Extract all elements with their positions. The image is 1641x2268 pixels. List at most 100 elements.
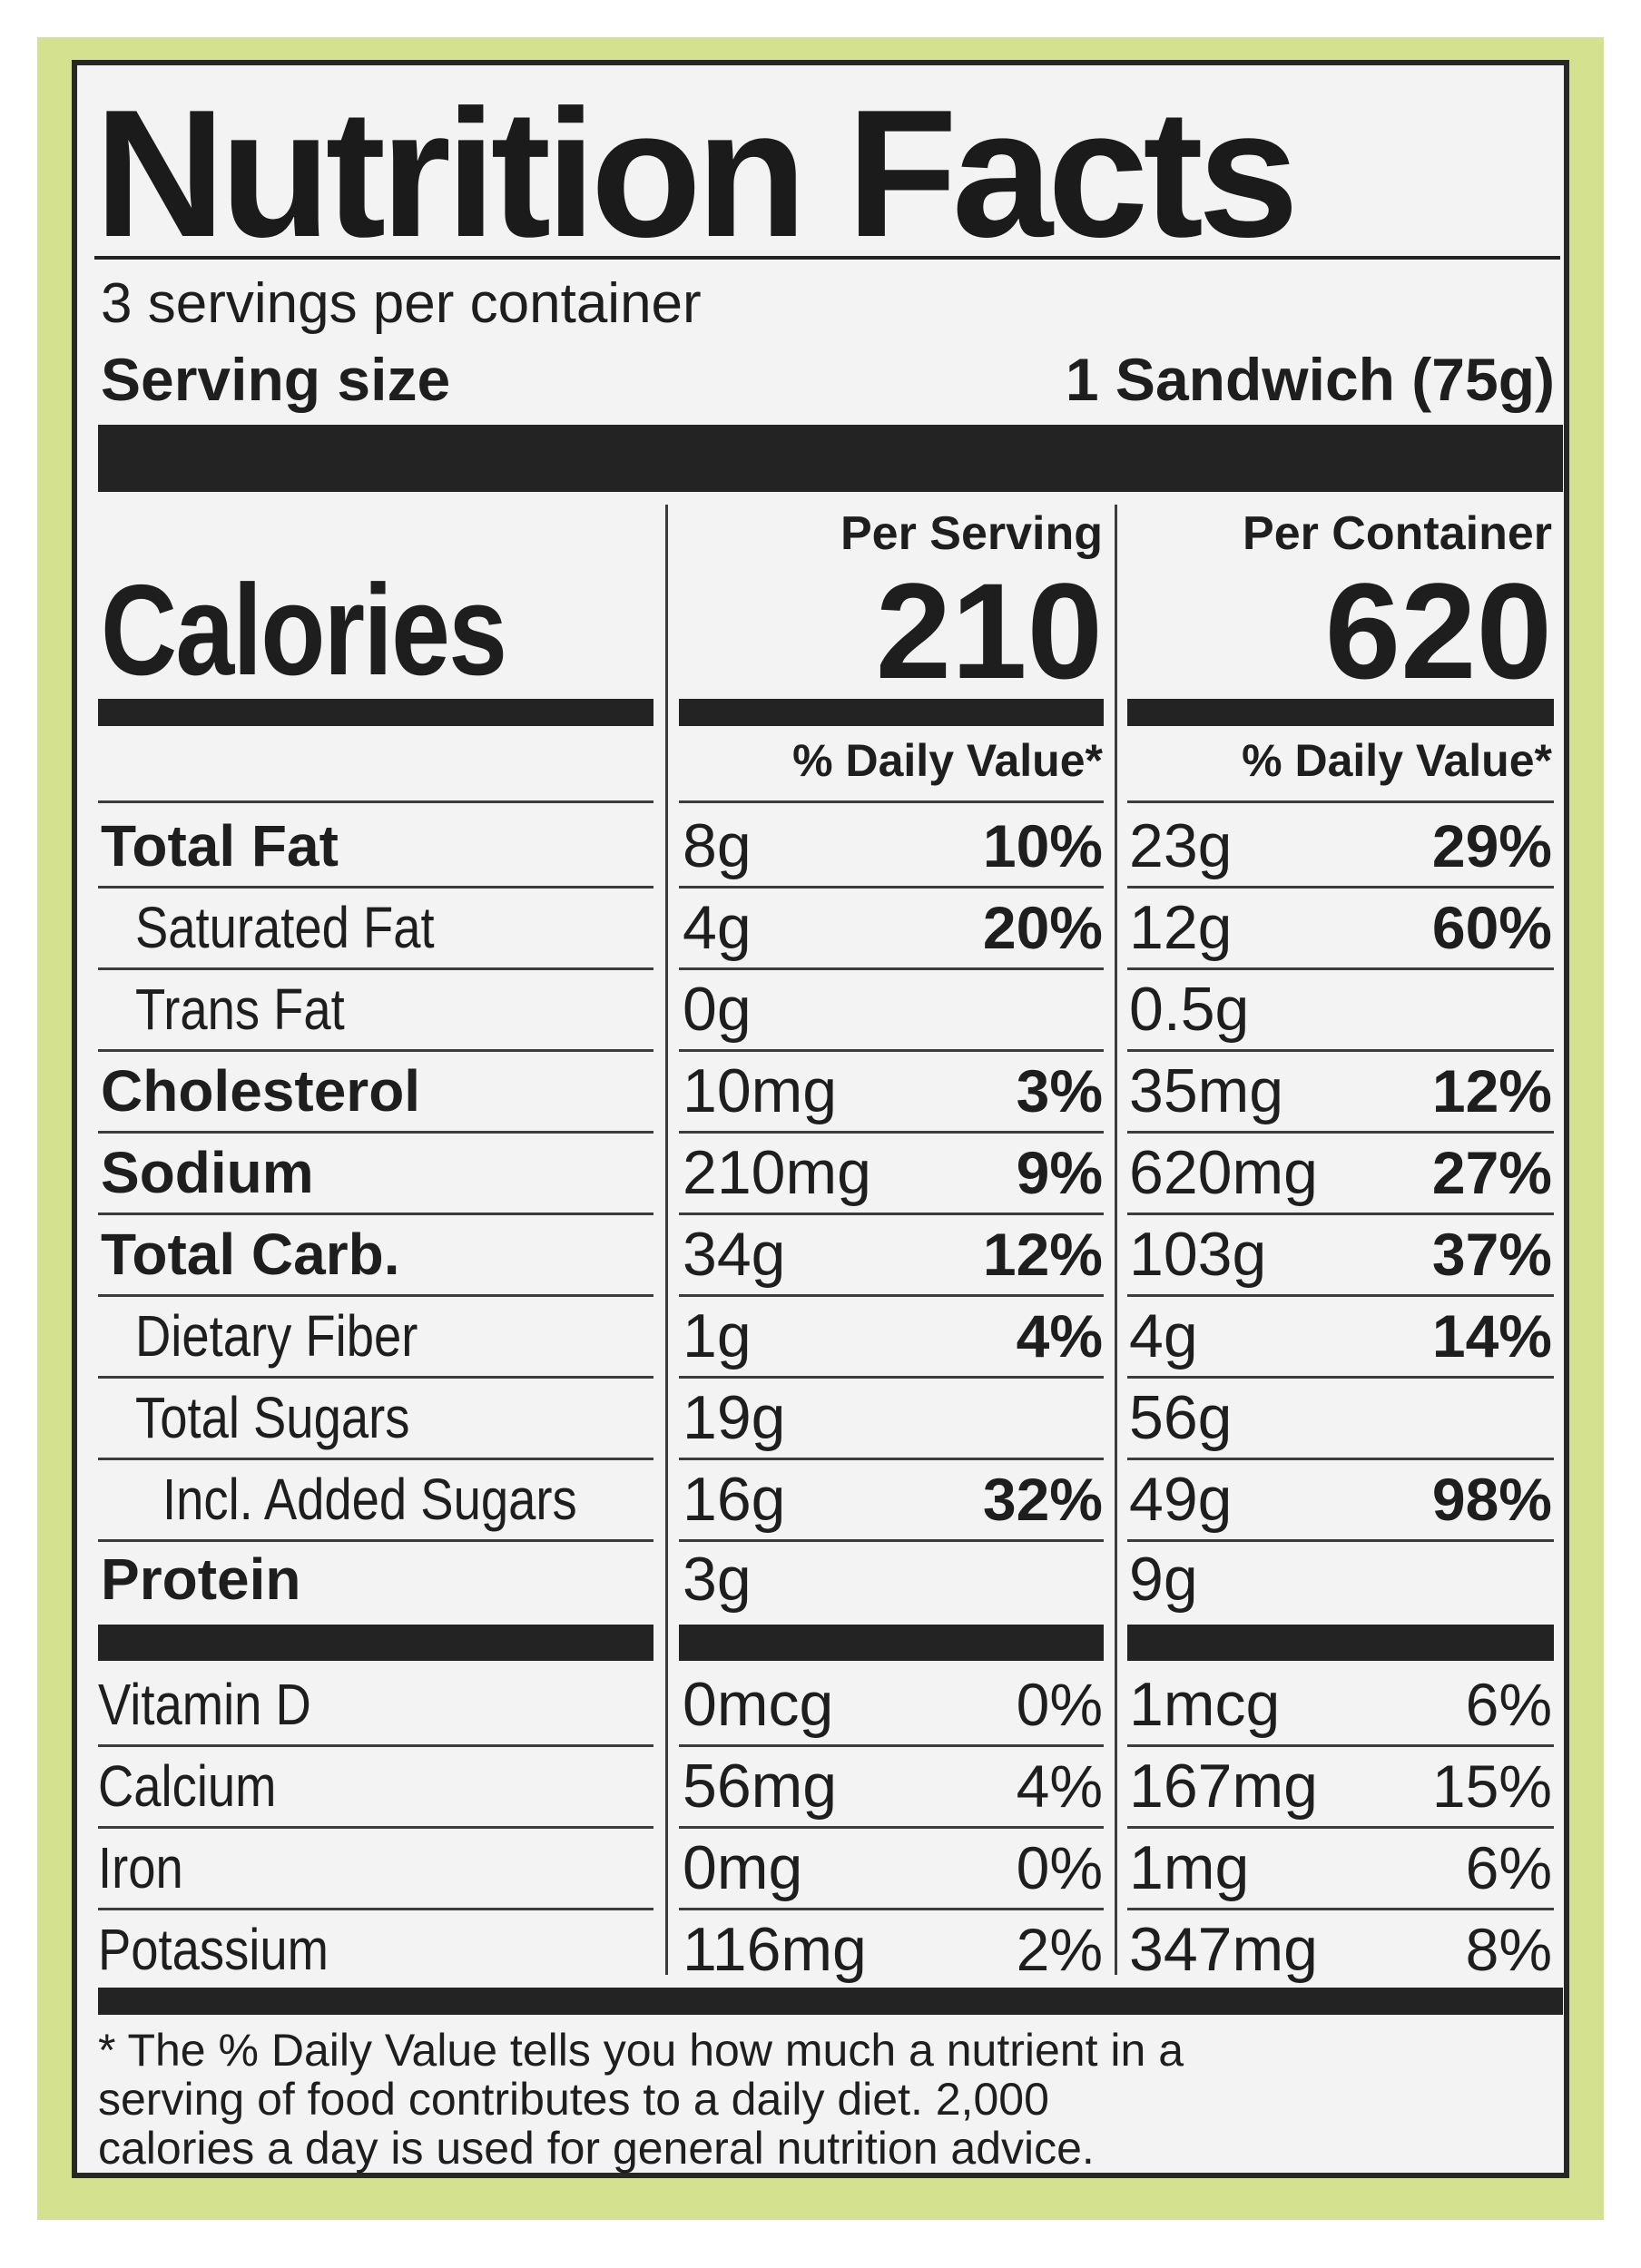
serving-percent: 3% xyxy=(1016,1057,1103,1124)
dv-header-divider xyxy=(1127,800,1554,803)
serving-percent: 0% xyxy=(1016,1671,1103,1738)
container-percent: 6% xyxy=(1465,1671,1552,1738)
container-percent: 37% xyxy=(1431,1221,1552,1288)
serving-amount: 56mg xyxy=(683,1752,838,1821)
serving-percent: 4% xyxy=(1016,1753,1103,1820)
nutrient-name: Total Carb. xyxy=(101,1222,400,1287)
row-divider xyxy=(1127,1376,1554,1379)
serving-amount: 4g xyxy=(683,893,752,962)
dv-header-divider xyxy=(98,800,653,803)
row-divider xyxy=(679,1376,1104,1379)
per-container-header: Per Container xyxy=(1243,507,1552,560)
container-amount: 4g xyxy=(1129,1301,1198,1370)
title-divider xyxy=(94,256,1560,260)
container-amount: 35mg xyxy=(1129,1056,1284,1125)
nutrient-name: Cholesterol xyxy=(101,1058,421,1124)
row-divider xyxy=(98,886,653,889)
row-divider xyxy=(679,1049,1104,1052)
calories-bar-mid xyxy=(679,699,1104,726)
footnote-line-2: serving of food contributes to a daily d… xyxy=(98,2074,1049,2125)
row-divider xyxy=(1127,1539,1554,1542)
row-divider xyxy=(1127,1294,1554,1297)
row-divider xyxy=(679,886,1104,889)
row-divider xyxy=(98,1458,653,1460)
row-divider xyxy=(98,1744,653,1747)
row-divider xyxy=(98,1131,653,1134)
calories-per-serving: 210 xyxy=(875,555,1103,707)
serving-amount: 3g xyxy=(683,1545,752,1614)
column-divider-left xyxy=(665,505,668,1975)
footnote-line-1: * The % Daily Value tells you how much a… xyxy=(98,2025,1184,2076)
thick-divider-vitamins-right xyxy=(1127,1625,1554,1661)
vitamin-name: Vitamin D xyxy=(98,1672,311,1737)
daily-value-header-serving: % Daily Value* xyxy=(792,735,1103,786)
row-divider xyxy=(679,1744,1104,1747)
row-divider xyxy=(1127,1049,1554,1052)
row-divider xyxy=(679,1826,1104,1829)
row-divider xyxy=(98,1049,653,1052)
thick-divider-vitamins-left xyxy=(98,1625,653,1661)
container-percent: 15% xyxy=(1431,1753,1552,1820)
container-amount: 49g xyxy=(1129,1465,1233,1534)
serving-amount: 16g xyxy=(683,1465,786,1534)
row-divider xyxy=(1127,1213,1554,1215)
serving-amount: 19g xyxy=(683,1383,786,1452)
row-divider xyxy=(1127,967,1554,970)
row-divider xyxy=(679,1539,1104,1542)
column-divider-right xyxy=(1115,505,1117,1975)
row-divider xyxy=(679,967,1104,970)
row-divider xyxy=(98,1539,653,1542)
nutrient-name: Protein xyxy=(101,1546,301,1612)
container-percent: 14% xyxy=(1431,1302,1552,1370)
row-divider xyxy=(679,1458,1104,1460)
serving-amount: 34g xyxy=(683,1220,786,1289)
container-amount: 23g xyxy=(1129,811,1233,880)
container-amount: 1mcg xyxy=(1129,1670,1281,1739)
serving-size-value: 1 Sandwich (75g) xyxy=(1065,346,1555,413)
servings-per-container: 3 servings per container xyxy=(101,272,702,335)
calories-bar-right xyxy=(1127,699,1554,726)
vitamin-name: Calcium xyxy=(98,1753,277,1819)
container-percent: 27% xyxy=(1431,1139,1552,1206)
row-divider xyxy=(679,1213,1104,1215)
container-percent: 60% xyxy=(1431,894,1552,961)
row-divider xyxy=(1127,1908,1554,1910)
serving-percent: 32% xyxy=(982,1466,1103,1533)
label-title: Nutrition Facts xyxy=(94,73,1299,275)
thick-divider-vitamins-mid xyxy=(679,1625,1104,1661)
serving-amount: 8g xyxy=(683,811,752,880)
container-amount: 620mg xyxy=(1129,1138,1318,1207)
container-amount: 12g xyxy=(1129,893,1233,962)
vitamin-name: Potassium xyxy=(98,1917,329,1982)
dv-header-divider xyxy=(679,800,1104,803)
footnote-line-3: calories a day is used for general nutri… xyxy=(98,2123,1095,2174)
row-divider xyxy=(1127,886,1554,889)
calories-bar-left xyxy=(98,699,653,726)
serving-size-label: Serving size xyxy=(101,346,451,413)
row-divider xyxy=(1127,1458,1554,1460)
vitamin-name: Iron xyxy=(98,1835,183,1900)
serving-amount: 1g xyxy=(683,1301,752,1370)
serving-percent: 9% xyxy=(1016,1139,1103,1206)
row-divider xyxy=(98,1294,653,1297)
container-amount: 167mg xyxy=(1129,1752,1318,1821)
container-percent: 12% xyxy=(1431,1057,1552,1124)
serving-percent: 20% xyxy=(982,894,1103,961)
row-divider xyxy=(679,1294,1104,1297)
nutrition-label-panel xyxy=(72,60,1569,2178)
container-percent: 8% xyxy=(1465,1916,1552,1983)
nutrient-name: Total Fat xyxy=(101,813,339,879)
serving-amount: 116mg xyxy=(683,1915,867,1984)
serving-percent: 4% xyxy=(1016,1302,1103,1370)
nutrient-name: Trans Fat xyxy=(135,977,345,1042)
nutrient-name: Sodium xyxy=(101,1140,314,1205)
container-amount: 1mg xyxy=(1129,1833,1250,1902)
container-amount: 9g xyxy=(1129,1545,1198,1614)
row-divider xyxy=(98,1908,653,1910)
calories-label: Calories xyxy=(101,558,507,702)
container-amount: 0.5g xyxy=(1129,975,1250,1044)
row-divider xyxy=(98,1376,653,1379)
serving-percent: 12% xyxy=(982,1221,1103,1288)
row-divider xyxy=(1127,1744,1554,1747)
serving-amount: 0mg xyxy=(683,1833,803,1902)
